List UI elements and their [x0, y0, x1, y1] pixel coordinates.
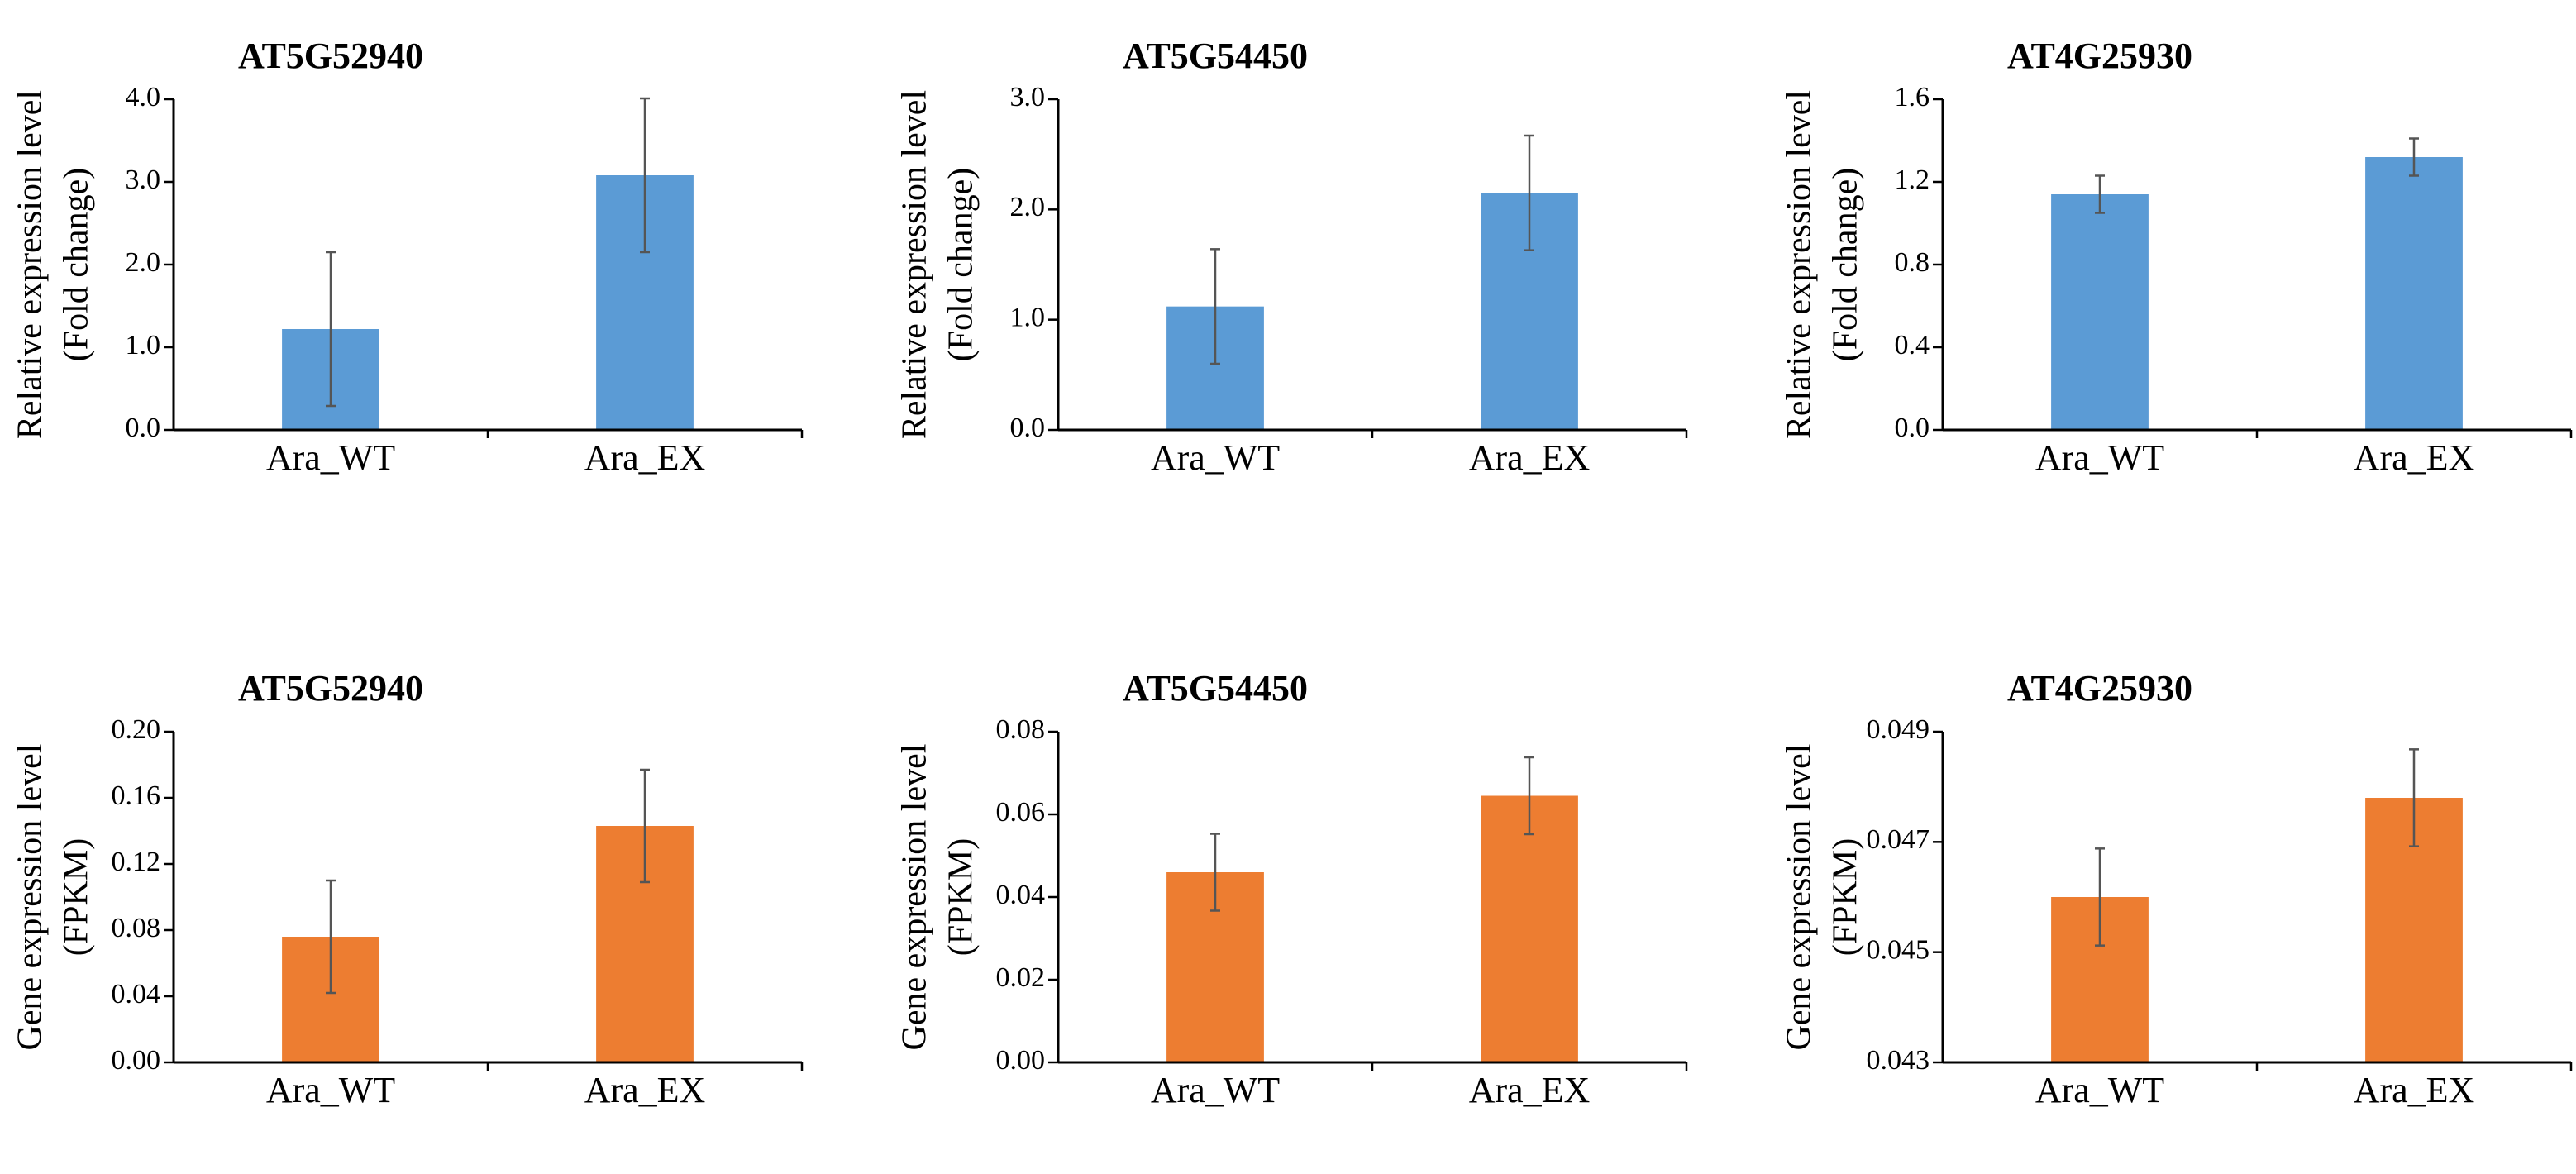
y-tick-label: 4.0	[126, 82, 161, 112]
chart-title: AT4G25930	[2007, 668, 2192, 709]
x-tick-label: Ara_WT	[1151, 437, 1280, 478]
y-tick-label: 3.0	[1010, 82, 1046, 112]
chart-svg: AT5G52940 Gene expression level (FPKM) 0.00…	[12, 668, 804, 1110]
y-tick-label: 1.6	[1895, 82, 1930, 112]
chart-svg: AT5G52940 Relative expression level (Fold …	[12, 36, 804, 478]
y-tick-label: 0.4	[1895, 330, 1930, 360]
y-tick-label: 0.16	[112, 780, 161, 811]
chart-panel: AT4G25930 Relative expression level (Fold …	[1769, 25, 2576, 537]
y-tick-label: 2.0	[126, 247, 161, 278]
chart-title: AT5G54450	[1123, 668, 1308, 709]
y-axis-label: Gene expression level	[12, 744, 50, 1051]
bar-ara-ex	[1481, 795, 1578, 1062]
figure: AT5G52940 Relative expression level (Fold …	[0, 25, 2576, 1110]
chart-panel: AT5G54450 Gene expression level (FPKM) 0.00…	[885, 657, 1736, 1170]
y-axis-label: (FPKM)	[58, 838, 96, 956]
chart-panel: AT4G25930 Gene expression level (FPKM) 0.04…	[1769, 657, 2576, 1170]
y-tick-label: 0.00	[112, 1045, 161, 1076]
chart-svg: AT5G54450 Gene expression level (FPKM) 0.00…	[896, 668, 1688, 1110]
chart-svg: AT4G25930 Relative expression level (Fold …	[1781, 36, 2573, 478]
y-tick-label: 0.0	[126, 413, 161, 443]
chart-panel: AT5G52940 Gene expression level (FPKM) 0.00…	[0, 657, 852, 1170]
y-tick-label: 0.0	[1895, 413, 1930, 443]
y-tick-label: 0.02	[996, 962, 1046, 993]
y-axis-label: (Fold change)	[942, 168, 980, 361]
x-tick-label: Ara_EX	[2354, 1070, 2475, 1110]
y-axis-label: Gene expression level	[1781, 744, 1819, 1051]
y-axis-label: Relative expression level	[12, 90, 50, 439]
y-tick-label: 2.0	[1010, 192, 1046, 222]
y-tick-label: 0.043	[1867, 1045, 1930, 1076]
y-tick-label: 0.00	[996, 1045, 1046, 1076]
y-tick-label: 1.0	[126, 330, 161, 360]
y-tick-label: 0.0	[1010, 413, 1046, 443]
x-tick-label: Ara_WT	[266, 1070, 395, 1110]
bar-ara-ex	[2365, 157, 2463, 430]
y-axis-label: Relative expression level	[1781, 90, 1819, 439]
x-tick-label: Ara_WT	[2035, 1070, 2164, 1110]
y-tick-label: 0.06	[996, 797, 1046, 828]
y-tick-label: 0.8	[1895, 247, 1930, 278]
y-tick-label: 0.04	[112, 979, 161, 1009]
x-tick-label: Ara_WT	[2035, 437, 2164, 478]
y-tick-label: 0.04	[996, 880, 1046, 910]
y-axis-label: (Fold change)	[58, 168, 96, 361]
y-axis-label: (Fold change)	[1827, 168, 1865, 361]
y-axis-label: (FPKM)	[1827, 838, 1865, 956]
x-tick-label: Ara_WT	[1151, 1070, 1280, 1110]
y-axis-label: (FPKM)	[942, 838, 980, 956]
y-tick-label: 0.045	[1867, 934, 1930, 965]
y-tick-label: 0.08	[996, 714, 1046, 745]
x-tick-label: Ara_WT	[266, 437, 395, 478]
chart-title: AT5G54450	[1123, 36, 1308, 76]
chart-title: AT4G25930	[2007, 36, 2192, 76]
x-tick-label: Ara_EX	[1469, 1070, 1591, 1110]
y-tick-label: 0.12	[112, 847, 161, 877]
x-tick-label: Ara_EX	[1469, 437, 1591, 478]
chart-svg: AT5G54450 Relative expression level (Fold …	[896, 36, 1688, 478]
y-tick-label: 0.049	[1867, 714, 1930, 745]
chart-title: AT5G52940	[238, 668, 423, 709]
y-axis-label: Relative expression level	[896, 90, 934, 439]
bar-ara-wt	[2051, 194, 2149, 430]
chart-panel: AT5G52940 Relative expression level (Fold …	[0, 25, 852, 537]
x-tick-label: Ara_EX	[584, 437, 706, 478]
y-tick-label: 0.047	[1867, 824, 1930, 855]
y-tick-label: 0.20	[112, 714, 161, 745]
x-tick-label: Ara_EX	[2354, 437, 2475, 478]
y-tick-label: 1.2	[1895, 165, 1930, 195]
y-axis-label: Gene expression level	[896, 744, 934, 1051]
y-tick-label: 0.08	[112, 913, 161, 943]
y-tick-label: 3.0	[126, 165, 161, 195]
y-tick-label: 1.0	[1010, 302, 1046, 332]
chart-title: AT5G52940	[238, 36, 423, 76]
chart-panel: AT5G54450 Relative expression level (Fold …	[885, 25, 1736, 537]
x-tick-label: Ara_EX	[584, 1070, 706, 1110]
